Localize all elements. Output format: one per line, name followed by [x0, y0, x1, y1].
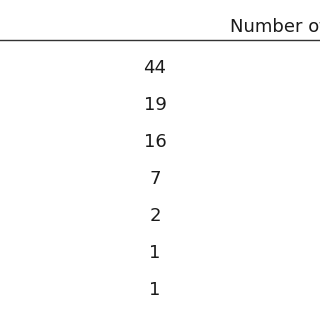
Text: 7: 7	[149, 170, 161, 188]
Text: 19: 19	[144, 96, 166, 114]
Text: 2: 2	[149, 207, 161, 225]
Text: 44: 44	[143, 59, 166, 77]
Text: 1: 1	[149, 244, 161, 262]
Text: Number of pati: Number of pati	[230, 18, 320, 36]
Text: 1: 1	[149, 281, 161, 299]
Text: 16: 16	[144, 133, 166, 151]
